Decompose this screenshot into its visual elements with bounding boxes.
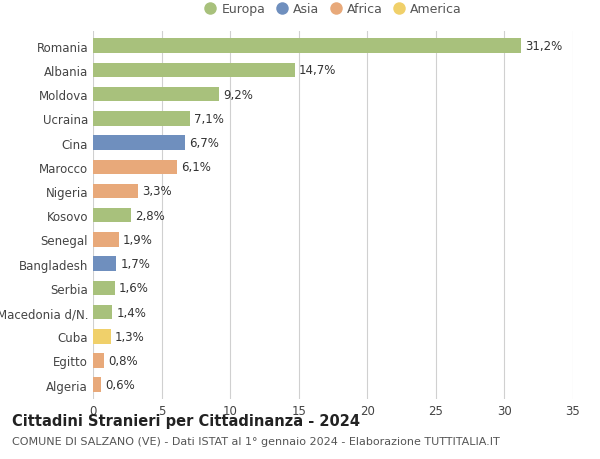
Bar — [93, 160, 176, 175]
Text: 1,6%: 1,6% — [119, 282, 149, 295]
Text: 0,6%: 0,6% — [106, 378, 135, 392]
Bar — [93, 233, 119, 247]
Bar — [93, 185, 138, 199]
Text: 6,7%: 6,7% — [189, 137, 219, 150]
Bar — [93, 208, 131, 223]
Text: 1,9%: 1,9% — [123, 234, 153, 246]
Text: 0,8%: 0,8% — [108, 354, 138, 367]
Bar — [93, 63, 295, 78]
Text: 9,2%: 9,2% — [223, 89, 253, 101]
Bar — [93, 378, 101, 392]
Text: 3,3%: 3,3% — [142, 185, 172, 198]
Bar — [93, 88, 219, 102]
Legend: Europa, Asia, Africa, America: Europa, Asia, Africa, America — [202, 0, 464, 18]
Text: 2,8%: 2,8% — [136, 209, 165, 222]
Text: 7,1%: 7,1% — [194, 112, 224, 126]
Text: 14,7%: 14,7% — [299, 64, 336, 77]
Text: Cittadini Stranieri per Cittadinanza - 2024: Cittadini Stranieri per Cittadinanza - 2… — [12, 413, 360, 428]
Text: 1,7%: 1,7% — [121, 257, 151, 270]
Text: 1,4%: 1,4% — [116, 306, 146, 319]
Text: COMUNE DI SALZANO (VE) - Dati ISTAT al 1° gennaio 2024 - Elaborazione TUTTITALIA: COMUNE DI SALZANO (VE) - Dati ISTAT al 1… — [12, 436, 500, 446]
Bar — [93, 39, 521, 54]
Text: 6,1%: 6,1% — [181, 161, 211, 174]
Bar — [93, 136, 185, 151]
Bar — [93, 305, 112, 319]
Bar — [93, 281, 115, 296]
Bar — [93, 329, 111, 344]
Text: 31,2%: 31,2% — [525, 40, 562, 53]
Bar — [93, 112, 190, 126]
Bar — [93, 257, 116, 271]
Text: 1,3%: 1,3% — [115, 330, 145, 343]
Bar — [93, 353, 104, 368]
